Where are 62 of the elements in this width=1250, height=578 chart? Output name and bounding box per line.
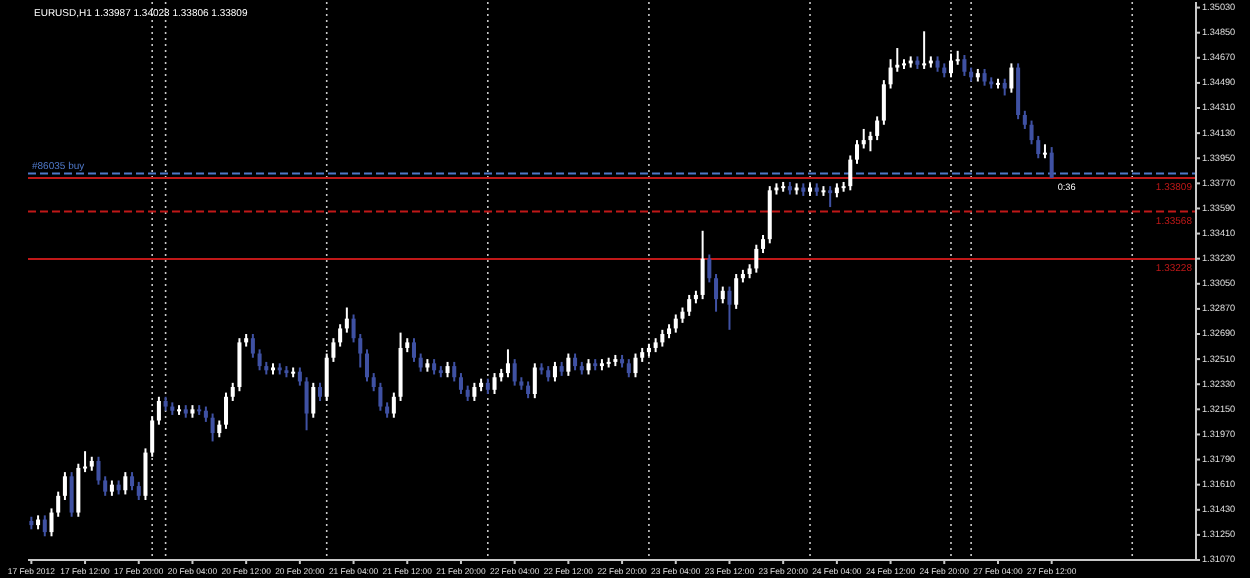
candlestick: [673, 313, 678, 334]
candlestick: [472, 381, 477, 402]
candlestick: [707, 253, 712, 284]
candlestick: [492, 372, 497, 395]
candlestick: [76, 462, 81, 518]
candlestick: [42, 514, 47, 538]
candlestick: [237, 337, 242, 393]
candlestick: [123, 471, 128, 496]
candlestick: [364, 348, 369, 383]
candlestick: [868, 130, 873, 153]
candlestick: [727, 285, 732, 331]
candlestick: [734, 273, 739, 310]
candlestick: [418, 352, 423, 373]
candlestick: [391, 391, 396, 419]
candlestick: [505, 348, 510, 379]
candlestick: [62, 471, 67, 502]
candlestick: [156, 395, 161, 426]
candlestick: [626, 358, 631, 379]
candlestick: [143, 447, 148, 502]
candlestick: [103, 475, 108, 497]
candlestick: [922, 30, 927, 70]
candlestick: [861, 127, 866, 150]
candlestick: [378, 381, 383, 412]
candlestick: [687, 293, 692, 317]
candlestick: [1022, 109, 1027, 130]
candlestick: [848, 154, 853, 192]
candlestick: [881, 79, 886, 126]
candlestick: [311, 381, 316, 419]
candlestick: [224, 391, 229, 430]
candlestick: [150, 415, 155, 458]
candlestick: [257, 348, 262, 372]
candlestick: [1009, 62, 1014, 94]
candlestick: [338, 323, 343, 348]
candlestick: [754, 243, 759, 274]
candlestick: [411, 337, 416, 363]
candlestick: [855, 139, 860, 165]
candlestick: [828, 185, 833, 209]
candlestick: [317, 381, 323, 402]
candlestick: [344, 306, 349, 334]
candlestick: [761, 233, 766, 255]
candlestick: [700, 229, 705, 301]
candlestick: [250, 333, 255, 359]
candlestick: [566, 352, 571, 377]
candlestick: [962, 54, 967, 77]
candlestick: [532, 362, 537, 400]
candlestick: [714, 273, 719, 313]
candlestick: [304, 376, 309, 432]
candlestick: [297, 366, 302, 387]
candlestick: [552, 360, 557, 383]
candlestick: [69, 471, 74, 518]
candlestick: [1016, 62, 1021, 121]
candlestick: [130, 471, 135, 492]
candlestick: [633, 352, 638, 379]
candlestick: [458, 372, 463, 395]
candlestick: [452, 360, 457, 383]
candlestick: [1049, 146, 1054, 179]
candlestick: [136, 480, 141, 502]
candlestick: [210, 412, 215, 443]
candlestick: [948, 52, 953, 79]
candlestick: [512, 358, 517, 387]
candlestick: [96, 455, 101, 486]
candlestick: [875, 115, 880, 142]
